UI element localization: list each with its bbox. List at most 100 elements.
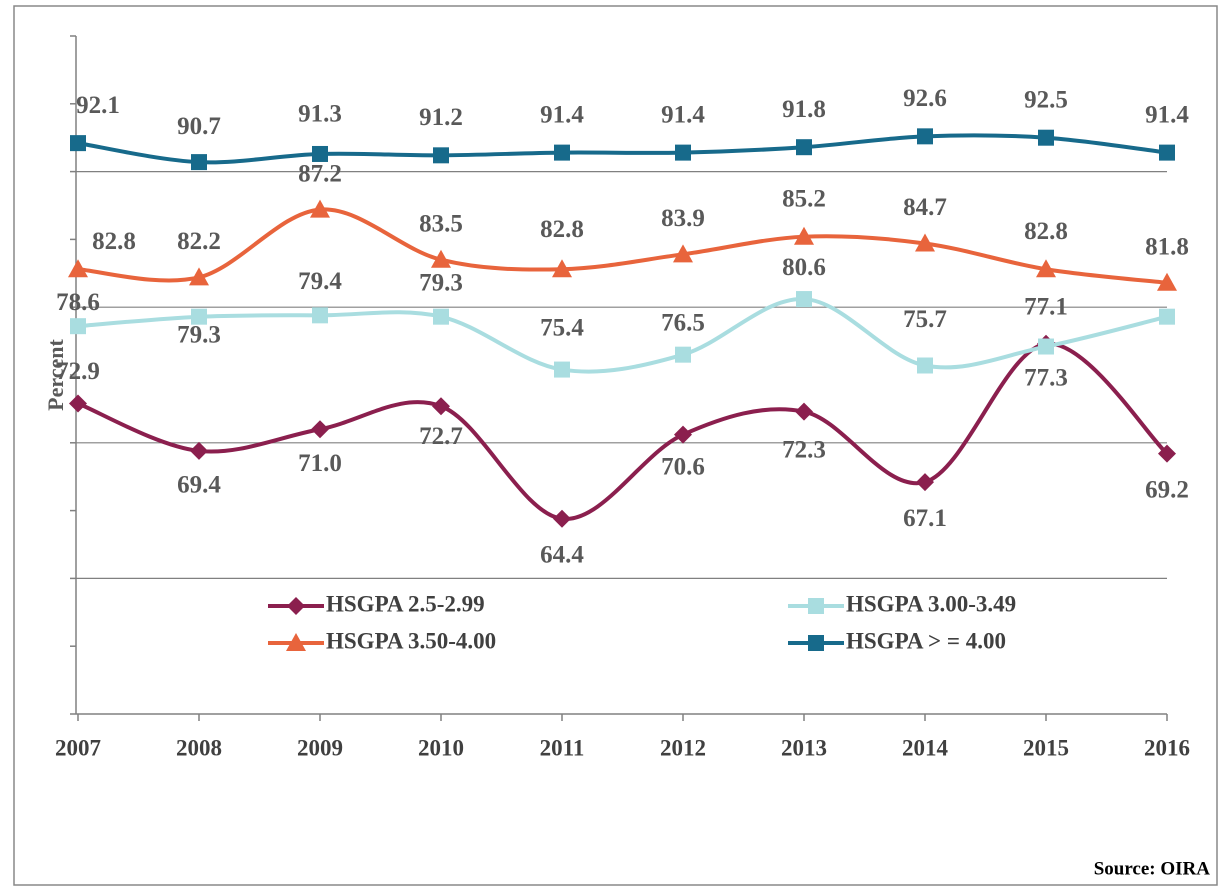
data-point (552, 259, 572, 278)
data-point (70, 135, 86, 152)
data-point (1157, 272, 1177, 291)
x-tick-label: 2016 (1144, 735, 1190, 760)
data-point (794, 226, 814, 245)
frame (13, 5, 1218, 886)
data-label: 78.6 (56, 289, 100, 316)
data-label: 82.8 (92, 228, 136, 255)
data-point (433, 147, 449, 164)
series-line (77, 341, 1169, 521)
data-label: 69.2 (1145, 476, 1189, 503)
legend-marker (287, 597, 305, 615)
legend-label: HSGPA 3.00-3.49 (846, 591, 1016, 616)
data-label: 91.4 (540, 101, 584, 128)
legend-label: HSGPA > = 4.00 (846, 628, 1006, 653)
x-tick-label: 2009 (297, 735, 343, 760)
data-label: 83.5 (419, 210, 463, 237)
data-label: 70.6 (661, 453, 705, 480)
data-label: 80.6 (782, 254, 826, 281)
legend-label: HSGPA 3.50-4.00 (326, 628, 496, 653)
data-point (1038, 129, 1054, 146)
data-point (70, 318, 86, 335)
data-point (191, 154, 207, 171)
data-label: 79.3 (419, 269, 463, 296)
data-point (1036, 259, 1056, 278)
data-point (433, 308, 449, 325)
data-label: 92.5 (1024, 86, 1068, 113)
data-point (189, 267, 209, 286)
data-label: 75.7 (903, 306, 947, 333)
data-label: 82.8 (540, 216, 584, 243)
data-point (917, 128, 933, 145)
data-label: 75.4 (540, 314, 584, 341)
data-label: 72.3 (782, 436, 826, 463)
y-axis-label: Percent (43, 339, 68, 411)
source: Source: OIRA (1094, 858, 1211, 879)
data-point (916, 473, 934, 492)
data-point (554, 361, 570, 378)
data-point (1158, 444, 1176, 463)
x-tick-label: 2010 (418, 735, 464, 760)
data-label: 69.4 (177, 472, 221, 499)
x-tick-label: 2012 (660, 735, 706, 760)
data-point (675, 144, 691, 161)
data-point (431, 249, 451, 268)
data-point (675, 346, 691, 363)
x-tick-label: 2011 (540, 735, 585, 760)
legend-marker (286, 633, 306, 651)
data-point (1159, 308, 1175, 325)
legend-marker (808, 598, 824, 614)
data-label: 91.4 (661, 101, 705, 128)
data-label: 67.1 (903, 505, 947, 532)
data-point (311, 420, 329, 439)
series-line (77, 297, 1168, 374)
series-line (77, 207, 1168, 285)
data-label: 92.1 (76, 92, 120, 119)
data-label: 87.2 (298, 160, 342, 187)
data-label: 77.1 (1024, 293, 1068, 320)
data-point (915, 233, 935, 252)
data-point (917, 357, 933, 374)
data-point (68, 259, 88, 278)
data-label: 84.7 (903, 194, 947, 221)
x-tick-label: 2007 (55, 735, 101, 760)
x-tick-label: 2013 (781, 735, 827, 760)
data-label: 82.8 (1024, 218, 1068, 245)
data-point (795, 402, 813, 421)
data-point (554, 144, 570, 161)
legend-label: HSGPA 2.5-2.99 (326, 591, 485, 616)
data-point (796, 139, 812, 156)
data-label: 77.3 (1024, 365, 1068, 392)
data-label: 91.8 (782, 96, 826, 123)
data-point (69, 394, 87, 413)
x-tick-label: 2015 (1023, 735, 1069, 760)
data-label: 79.4 (298, 268, 342, 295)
data-label: 71.0 (298, 450, 342, 477)
data-label: 91.2 (419, 104, 463, 131)
data-label: 91.3 (298, 101, 342, 128)
data-point (673, 244, 693, 263)
data-point (312, 307, 328, 324)
data-label: 81.8 (1145, 234, 1189, 261)
data-label: 82.2 (177, 228, 221, 255)
x-tick-label: 2008 (176, 735, 222, 760)
data-label: 72.9 (56, 358, 100, 385)
data-label: 64.4 (540, 541, 584, 568)
data-label: 92.6 (903, 85, 947, 112)
series-line (77, 133, 1168, 165)
data-point (553, 509, 571, 528)
data-label: 72.7 (419, 423, 463, 450)
data-point (191, 308, 207, 325)
data-point (1159, 144, 1175, 161)
data-label: 85.2 (782, 185, 826, 212)
x-tick-label: 2014 (902, 735, 949, 760)
data-point (674, 425, 692, 444)
data-point (1038, 338, 1054, 355)
data-point (310, 199, 330, 218)
data-label: 91.4 (1145, 101, 1189, 128)
data-label: 83.9 (661, 205, 705, 232)
legend-marker (808, 635, 824, 651)
data-point (312, 145, 328, 162)
data-label: 79.3 (177, 321, 221, 348)
data-point (796, 291, 812, 308)
